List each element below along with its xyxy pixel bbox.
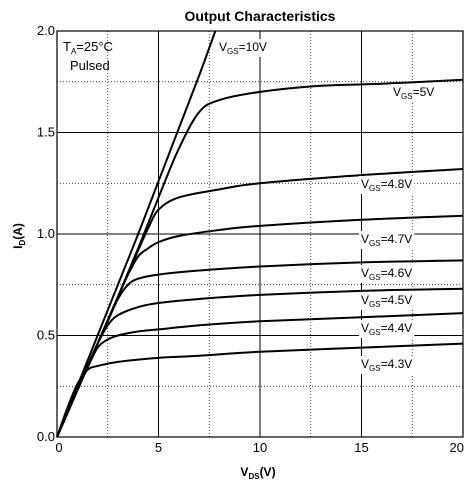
text-subscript: DS	[248, 472, 260, 481]
y-tick-label: 1.5	[37, 125, 55, 140]
text-subscript: GS	[369, 300, 381, 309]
series-line-0	[56, 30, 217, 438]
curve-group	[56, 30, 464, 438]
series-line-6	[56, 312, 464, 438]
text-subscript: GS	[369, 184, 381, 193]
curve-label-background	[359, 265, 415, 283]
curve-label-background	[359, 356, 415, 374]
text-subscript: GS	[227, 47, 239, 56]
y-tick-label: 1.0	[37, 226, 55, 241]
curve-label-2: VGS=4.8V	[361, 177, 412, 193]
x-axis-title: VDS(V)	[240, 465, 275, 481]
curve-labels: VGS=10V VGS=5V VGS=4.8V VGS=4.7V VGS=4.6V VGS…	[217, 39, 437, 374]
chart-title: Output Characteristics	[185, 8, 336, 24]
y-tick-label: 0.5	[37, 328, 55, 343]
curve-label-0: VGS=10V	[219, 40, 267, 56]
curve-label-1: VGS=5V	[393, 85, 434, 101]
curve-label-background	[359, 176, 415, 194]
curve-label-background	[359, 320, 415, 338]
x-tick-label: 20	[450, 440, 464, 455]
x-tick-label: 5	[155, 440, 162, 455]
curve-label-background	[359, 292, 415, 310]
x-axis-ticks: 0 5 10 15 20	[55, 440, 464, 455]
curve-label-background	[217, 39, 269, 57]
text-subscript: GS	[369, 239, 381, 248]
curve-label-7: VGS=4.3V	[361, 357, 412, 373]
notes-group: TA=25°C Pulsed	[63, 39, 113, 73]
curve-label-background	[391, 84, 437, 102]
plot-frame	[56, 30, 464, 438]
chart-note-0: TA=25°C	[63, 39, 113, 56]
curve-label-5: VGS=4.5V	[361, 293, 412, 309]
curve-label-3: VGS=4.7V	[361, 232, 412, 248]
x-tick-label: 0	[55, 440, 62, 455]
y-axis-ticks: 0.0 0.5 1.0 1.5 2.0	[37, 23, 55, 444]
x-tick-label: 10	[253, 440, 267, 455]
y-tick-label: 2.0	[37, 23, 55, 38]
curve-label-4: VGS=4.6V	[361, 266, 412, 282]
x-tick-label: 15	[354, 440, 368, 455]
text-subscript: D	[18, 240, 27, 246]
text-subscript: GS	[369, 328, 381, 337]
text-subscript: A	[71, 47, 77, 56]
chart-note-1: Pulsed	[70, 58, 110, 73]
y-axis-title: ID(A)	[11, 223, 27, 249]
series-line-7	[56, 342, 464, 438]
curve-label-6: VGS=4.4V	[361, 321, 412, 337]
text-subscript: GS	[369, 273, 381, 282]
text-subscript: GS	[401, 92, 413, 101]
y-tick-label: 0.0	[37, 429, 55, 444]
text-subscript: GS	[369, 364, 381, 373]
curve-label-background	[359, 231, 415, 249]
